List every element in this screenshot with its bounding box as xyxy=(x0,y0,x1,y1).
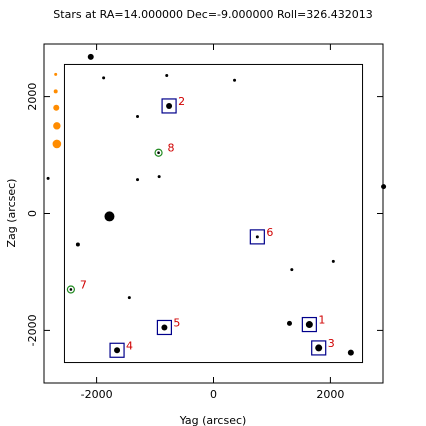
guide-star-box xyxy=(161,98,177,114)
edge-star-point xyxy=(53,104,60,111)
guide-star-label: 2 xyxy=(178,95,185,108)
guide-star-point xyxy=(255,235,259,239)
x-tick-label: -2000 xyxy=(81,388,113,401)
guide-star-box xyxy=(249,229,265,245)
acq-star-point xyxy=(69,288,73,291)
field-of-view-box xyxy=(63,63,364,364)
star-point xyxy=(290,268,294,272)
star-point xyxy=(347,349,354,356)
acq-star-ring xyxy=(154,148,163,157)
star-point xyxy=(381,184,387,190)
guide-star-box xyxy=(311,340,327,356)
y-tick-label: -2000 xyxy=(26,314,39,346)
guide-star-label: 1 xyxy=(318,314,325,327)
guide-star-box xyxy=(301,316,317,333)
y-axis-label: Zag (arcsec) xyxy=(5,179,18,248)
guide-star-point xyxy=(114,347,121,354)
x-tick-label: 0 xyxy=(210,388,217,401)
star-point xyxy=(102,76,106,80)
x-tick-label: 2000 xyxy=(316,388,344,401)
star-point xyxy=(136,114,140,118)
star-point xyxy=(127,296,131,300)
guide-star-point xyxy=(166,102,173,109)
acq-star-label: 7 xyxy=(80,278,87,291)
x-axis-label: Yag (arcsec) xyxy=(179,414,247,426)
guide-star-point xyxy=(315,344,323,352)
star-point xyxy=(136,178,140,182)
guide-star-box xyxy=(156,319,173,336)
y-tick-label: 2000 xyxy=(26,83,39,111)
chart-title: Stars at RA=14.000000 Dec=-9.000000 Roll… xyxy=(53,8,372,21)
axis-ticks: -2000 0 2000 -2000 0 2000 xyxy=(26,44,383,401)
star-point xyxy=(75,242,80,247)
star-point xyxy=(46,176,50,180)
star-point xyxy=(157,175,161,179)
star-point xyxy=(165,74,169,78)
edge-star-point xyxy=(53,122,61,130)
guide-star-point xyxy=(161,324,168,331)
star-point xyxy=(286,320,292,326)
guide-star-box xyxy=(109,342,125,358)
y-tick-label: 0 xyxy=(26,210,39,217)
star-point xyxy=(87,53,94,60)
star-point xyxy=(104,211,115,222)
plot-frame xyxy=(43,43,384,384)
acq-star-ring xyxy=(66,285,75,294)
acq-star-label: 8 xyxy=(168,142,175,155)
chart-marks: 1 2 3 4 5 6 8 7 xyxy=(46,53,387,358)
edge-star-point xyxy=(54,72,58,76)
edge-star-point xyxy=(53,89,58,94)
edge-star-point xyxy=(52,139,62,149)
guide-star-point xyxy=(305,321,313,329)
star-point xyxy=(331,259,335,263)
guide-star-label: 6 xyxy=(266,226,273,239)
guide-star-label: 5 xyxy=(173,316,180,329)
guide-star-label: 4 xyxy=(126,339,133,352)
guide-star-label: 3 xyxy=(328,337,335,350)
star-point xyxy=(233,78,237,82)
acq-star-point xyxy=(157,151,160,155)
